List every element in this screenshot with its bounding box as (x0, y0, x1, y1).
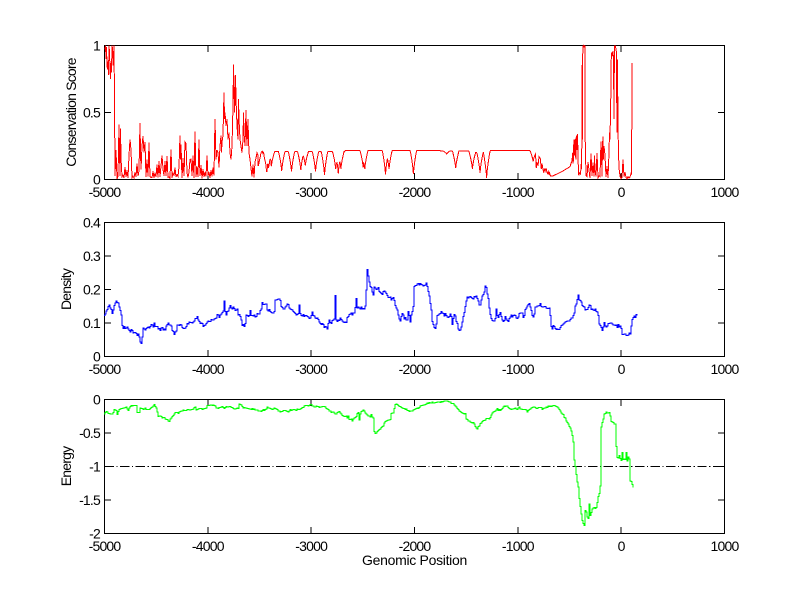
svg-text:1000: 1000 (711, 538, 740, 554)
svg-text:-3000: -3000 (295, 184, 328, 200)
svg-text:Conservation Score: Conservation Score (63, 57, 79, 167)
svg-text:1000: 1000 (711, 184, 740, 200)
svg-text:0: 0 (93, 172, 101, 188)
svg-text:0.5: 0.5 (83, 105, 101, 121)
svg-text:-2: -2 (89, 526, 101, 542)
svg-text:-1.5: -1.5 (79, 492, 101, 508)
svg-text:-2000: -2000 (399, 184, 432, 200)
svg-text:-4000: -4000 (192, 538, 225, 554)
svg-text:-3000: -3000 (295, 361, 328, 377)
svg-text:-3000: -3000 (295, 538, 328, 554)
svg-text:-1000: -1000 (502, 184, 535, 200)
svg-text:-2000: -2000 (399, 361, 432, 377)
svg-text:1: 1 (93, 38, 101, 54)
svg-text:-5000: -5000 (89, 538, 122, 554)
svg-text:-1000: -1000 (502, 538, 535, 554)
svg-text:0.2: 0.2 (83, 282, 101, 298)
svg-text:-5000: -5000 (89, 184, 122, 200)
svg-text:0.4: 0.4 (83, 215, 101, 231)
svg-text:-4000: -4000 (192, 184, 225, 200)
svg-text:0.1: 0.1 (83, 315, 101, 331)
svg-text:0: 0 (618, 184, 626, 200)
svg-text:1000: 1000 (711, 361, 740, 377)
svg-text:-5000: -5000 (89, 361, 122, 377)
svg-text:0.3: 0.3 (83, 248, 101, 264)
svg-text:Energy: Energy (58, 446, 74, 486)
svg-text:-0.5: -0.5 (79, 425, 101, 441)
svg-text:0: 0 (93, 349, 101, 365)
svg-text:Density: Density (58, 268, 74, 310)
svg-text:0: 0 (618, 361, 626, 377)
svg-text:-1000: -1000 (502, 361, 535, 377)
svg-text:-1: -1 (89, 459, 101, 475)
svg-text:Genomic Position: Genomic Position (362, 552, 467, 568)
svg-text:-2000: -2000 (399, 538, 432, 554)
svg-text:-4000: -4000 (192, 361, 225, 377)
svg-text:0: 0 (618, 538, 626, 554)
svg-text:0: 0 (93, 392, 101, 408)
